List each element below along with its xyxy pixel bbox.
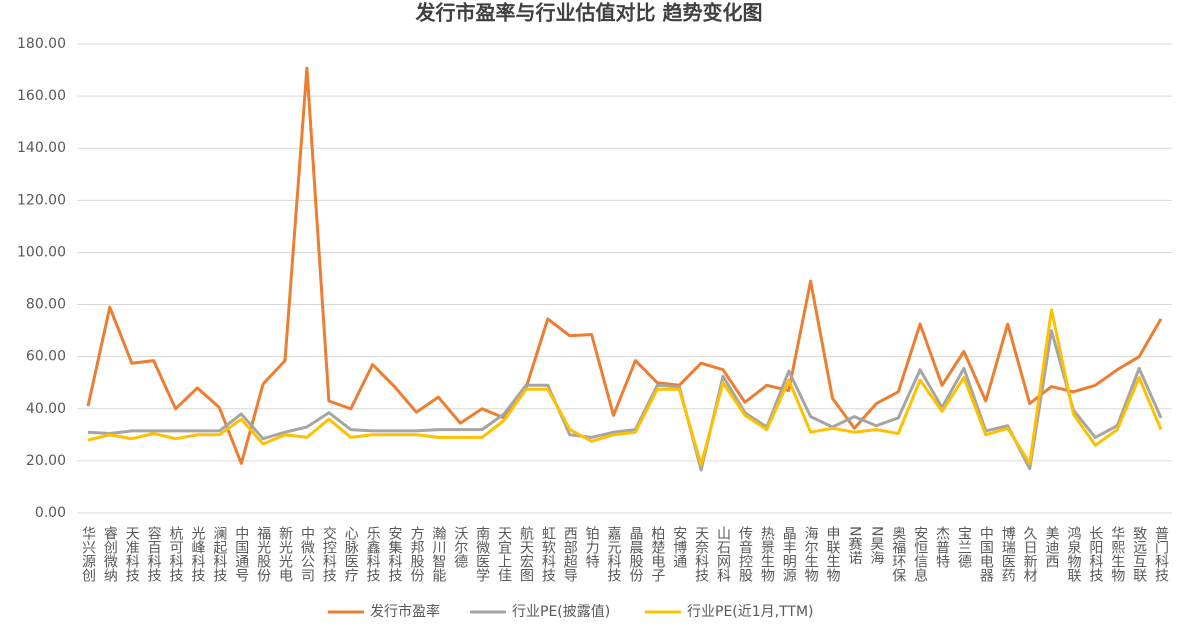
y-tick-label: 180.00 (17, 36, 66, 52)
x-tick-label: 久日新材 (1022, 526, 1038, 582)
x-tick-label: 新光光电 (277, 526, 293, 582)
y-tick-label: 80.00 (26, 297, 66, 313)
series-line (87, 308, 1163, 467)
x-tick-label: 南微医学 (474, 526, 490, 582)
y-tick-label: 40.00 (26, 401, 66, 417)
x-tick-label: 杭可科技 (168, 526, 184, 583)
x-tick-label: 宝兰德 (956, 526, 972, 568)
x-tick-label: 沃尔德 (452, 526, 468, 568)
x-tick-label: 晶晨股份 (627, 526, 643, 583)
x-tick-label: 博瑞医药 (1000, 525, 1016, 582)
legend-label: 行业PE(披露值) (512, 604, 610, 620)
y-tick-label: 60.00 (26, 349, 66, 365)
x-tick-label: 安集科技 (387, 526, 403, 583)
x-tick-label: 中国通号 (233, 526, 249, 582)
y-tick-label: 100.00 (17, 244, 66, 260)
y-tick-label: 0.00 (35, 505, 66, 521)
x-tick-label: 方邦股份 (408, 526, 424, 583)
x-tick-label: 长阳科技 (1087, 526, 1103, 583)
x-tick-label: N昊海 (868, 526, 884, 565)
x-tick-label: 容百科技 (146, 525, 162, 583)
x-tick-label: 杰普特 (934, 526, 950, 568)
legend-label: 行业PE(近1月,TTM) (687, 604, 814, 620)
x-tick-label: 天奈科技 (693, 526, 709, 583)
x-tick-label: 晶丰明源 (781, 526, 797, 582)
x-tick-label: 睿创微纳 (102, 526, 118, 583)
chart-title: 发行市盈率与行业估值对比 趋势变化图 (415, 1, 763, 25)
series-line (86, 66, 1163, 465)
x-tick-label: 普门科技 (1153, 526, 1169, 583)
x-tick-label: 海尔生物 (803, 526, 819, 583)
x-tick-label: 瀚川智能 (430, 526, 446, 583)
x-tick-label: 福光股份 (255, 526, 271, 583)
x-tick-label: N赛诺 (846, 526, 862, 565)
x-tick-label: 铂力特 (584, 526, 600, 568)
x-tick-label: 天宜上佳 (496, 526, 512, 582)
x-tick-label: 心脉医疗 (343, 526, 359, 582)
x-tick-label: 华熙生物 (1109, 526, 1125, 583)
x-tick-label: 华兴源创 (80, 526, 96, 582)
x-tick-label: 申联生物 (825, 526, 841, 583)
legend-label: 发行市盈率 (370, 603, 440, 620)
x-tick-label: 嘉元科技 (606, 526, 622, 583)
x-tick-label: 天准科技 (124, 526, 140, 583)
x-tick-label: 传音控股 (737, 526, 753, 583)
y-tick-label: 20.00 (26, 453, 66, 469)
x-tick-label: 柏楚电子 (649, 526, 665, 582)
x-tick-label: 航天宏图 (518, 526, 534, 582)
y-tick-label: 160.00 (17, 88, 66, 104)
y-tick-label: 120.00 (17, 192, 66, 208)
x-tick-label: 西部超导 (562, 526, 578, 582)
y-tick-label: 140.00 (17, 140, 66, 156)
x-tick-label: 交控科技 (321, 525, 337, 583)
x-tick-label: 安博通 (671, 526, 687, 569)
x-tick-label: 美迪西 (1044, 526, 1060, 568)
series-line (87, 329, 1163, 472)
x-tick-label: 安恒信息 (912, 526, 928, 582)
x-tick-label: 中微公司 (299, 526, 315, 582)
x-tick-label: 乐鑫科技 (365, 526, 381, 583)
x-tick-label: 致远互联 (1131, 526, 1147, 583)
x-tick-label: 中国电器 (978, 526, 994, 582)
x-tick-label: 光峰科技 (189, 526, 205, 583)
x-tick-label: 鸿泉物联 (1065, 525, 1081, 583)
x-tick-label: 虹软科技 (540, 526, 556, 583)
x-tick-label: 热景生物 (759, 526, 775, 583)
x-tick-label: 澜起科技 (211, 526, 227, 583)
x-tick-label: 山石网科 (715, 526, 731, 582)
x-tick-label: 奥福环保 (890, 525, 906, 582)
